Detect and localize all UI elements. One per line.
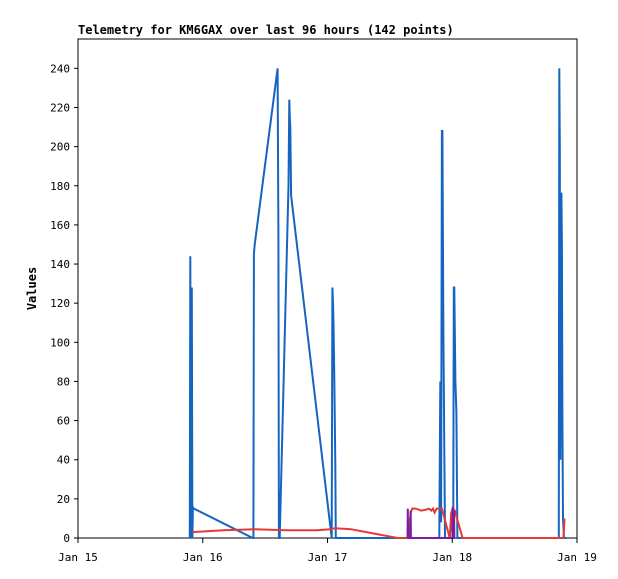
y-tick-label: 60 — [57, 415, 70, 428]
x-tick-label: Jan 16 — [183, 551, 223, 564]
x-tick-label: Jan 18 — [432, 551, 472, 564]
y-tick-label: 140 — [50, 258, 70, 271]
x-axis: Jan 15 Jan 16 Jan 17 Jan 18 Jan 19 — [58, 538, 597, 564]
y-tick-label: 160 — [50, 219, 70, 232]
y-tick-label: 200 — [50, 141, 70, 154]
x-tick-label: Jan 17 — [308, 551, 348, 564]
y-tick-label: 0 — [63, 532, 70, 545]
y-axis: 0 20 40 60 80 100 120 140 160 180 200 220 240 — [50, 62, 78, 545]
series-layer — [188, 68, 567, 539]
series-line-3 — [406, 506, 456, 539]
y-tick-label: 240 — [50, 62, 70, 75]
y-axis-label: Values — [25, 267, 39, 310]
y-tick-label: 120 — [50, 297, 70, 310]
plot-border — [77, 38, 578, 539]
x-tick-label: Jan 19 — [557, 551, 597, 564]
y-tick-label: 180 — [50, 180, 70, 193]
y-tick-label: 100 — [50, 336, 70, 349]
chart-title: Telemetry for KM6GAX over last 96 hours … — [78, 23, 454, 37]
plot-area — [77, 38, 578, 539]
x-tick-label: Jan 15 — [58, 551, 98, 564]
y-tick-label: 80 — [57, 375, 70, 388]
y-tick-label: 20 — [57, 493, 70, 506]
y-tick-label: 220 — [50, 101, 70, 114]
y-tick-label: 40 — [57, 454, 70, 467]
series-line-2 — [192, 506, 566, 539]
